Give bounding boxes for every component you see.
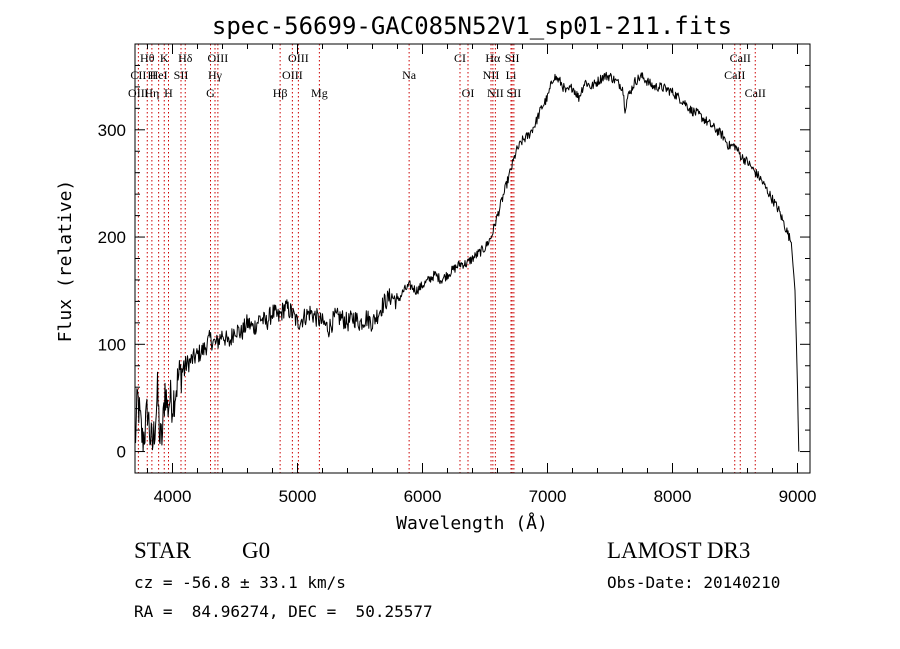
line-label: K (160, 51, 169, 65)
line-label: HeI (150, 68, 168, 82)
line-label: H (148, 68, 157, 82)
line-label: NII (487, 86, 504, 100)
line-label: Hα (485, 51, 501, 65)
x-tick-label: 8000 (654, 487, 692, 506)
object-subclass: G0 (242, 538, 271, 563)
line-label: Hβ (273, 86, 288, 100)
line-label: CI (454, 51, 466, 65)
redshift-line: cz = -56.8 ± 33.1 km/s (134, 573, 346, 592)
line-label: OIII (128, 86, 149, 100)
x-tick-label: 6000 (404, 487, 442, 506)
line-label: Na (402, 68, 417, 82)
chart-title: spec-56699-GAC085N52V1_sp01-211.fits (212, 12, 732, 40)
line-label: OIII (288, 51, 309, 65)
x-tick-label: 4000 (154, 487, 192, 506)
y-tick-label: 200 (98, 228, 126, 247)
line-label: Mg (311, 86, 328, 100)
line-label: OIII (282, 68, 303, 82)
line-label: Hθ (140, 51, 155, 65)
x-tick-label: 9000 (779, 487, 817, 506)
y-tick-label: 0 (117, 443, 126, 462)
line-label: SII (505, 51, 520, 65)
line-label: OI (462, 86, 475, 100)
line-label: SII (174, 68, 189, 82)
series-layer (134, 71, 800, 452)
line-label: SII (507, 86, 522, 100)
line-label: CaII (730, 51, 751, 65)
line-label: H (164, 86, 173, 100)
line-label: Hη (144, 86, 159, 100)
tick-layer: 4000 5000 6000 7000 8000 9000 0 100 200 300 (98, 43, 817, 506)
y-tick-label: 300 (98, 121, 126, 140)
spectrum-series-0 (134, 71, 800, 452)
y-tick-label: 100 (98, 335, 126, 354)
coordinates-line: RA = 84.96274, DEC = 50.25577 (134, 602, 433, 621)
line-label: Hδ (178, 51, 193, 65)
y-axis-label: Flux (relative) (55, 180, 76, 343)
x-axis-label: Wavelength (Å) (396, 512, 548, 534)
line-label: CaII (745, 86, 766, 100)
line-marker-layer (137, 44, 756, 473)
survey-name: LAMOST DR3 (607, 538, 751, 563)
x-tick-label: 7000 (529, 487, 567, 506)
line-label: NII (483, 68, 500, 82)
line-label: CaII (724, 68, 745, 82)
line-label: Li (506, 68, 517, 82)
line-label: Hγ (208, 68, 223, 82)
line-label: G (206, 86, 215, 100)
x-tick-label: 5000 (279, 487, 317, 506)
object-class: STAR (134, 538, 191, 563)
line-label: CII (130, 68, 146, 82)
obs-date-line: Obs-Date: 20140210 (607, 573, 781, 592)
line-label: OIII (208, 51, 229, 65)
